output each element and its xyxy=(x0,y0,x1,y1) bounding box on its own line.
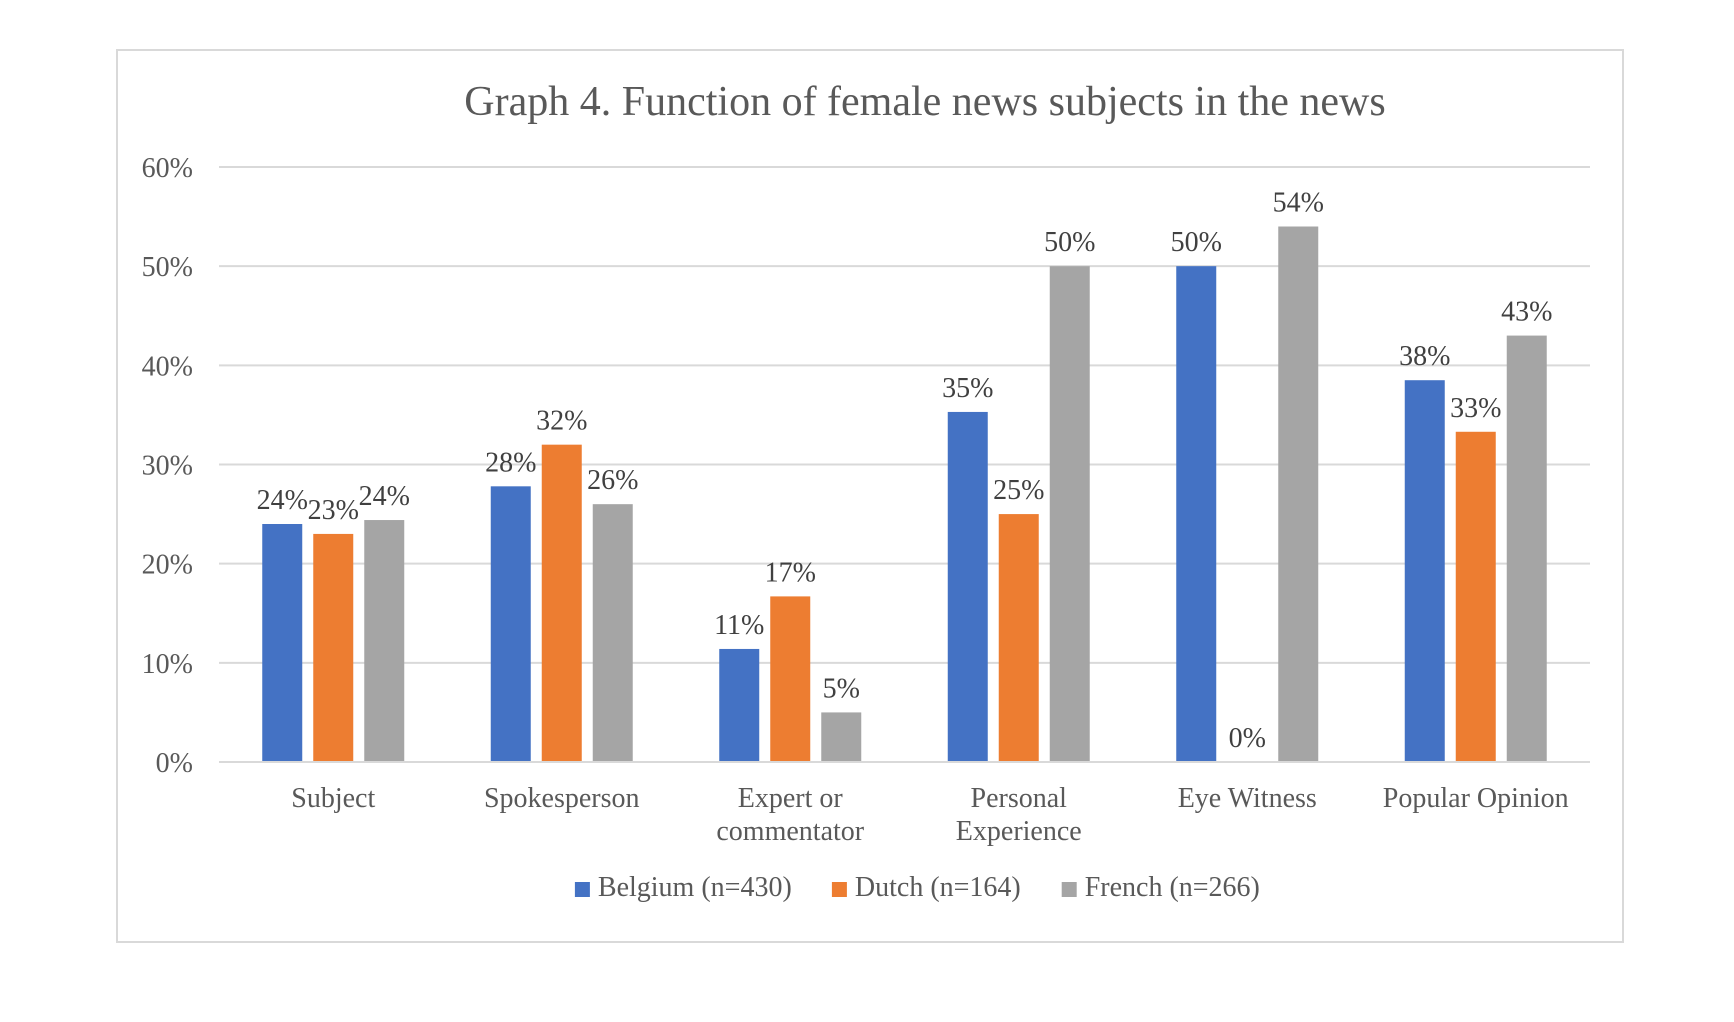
data-label: 23% xyxy=(308,495,359,526)
data-label: 0% xyxy=(1229,723,1266,754)
y-tick-label: 60% xyxy=(142,153,193,184)
data-label: 24% xyxy=(359,481,410,512)
data-label: 43% xyxy=(1501,297,1552,328)
bar xyxy=(364,520,405,762)
legend: Belgium (n=430) Dutch (n=164) French (n=26… xyxy=(574,872,1260,903)
bar xyxy=(1176,266,1217,762)
category-label: Popular Opinion xyxy=(1383,783,1569,814)
category-label: Expert or commentator xyxy=(716,783,864,847)
legend-label: Belgium (n=430) xyxy=(598,872,792,903)
category-label: Subject xyxy=(291,783,375,814)
y-tick-label: 50% xyxy=(142,252,193,283)
bar xyxy=(592,504,633,762)
data-labels: 24% 23% 24% 28%32%26% 11%17% 5% 35% 25% 50% 50% 0%… xyxy=(257,188,1553,755)
legend-item: Dutch (n=164) xyxy=(831,872,1021,903)
legend-item: French (n=266) xyxy=(1061,872,1260,903)
legend-label: French (n=266) xyxy=(1085,872,1260,903)
bar xyxy=(770,596,811,762)
data-label: 50% xyxy=(1171,227,1222,258)
bar xyxy=(821,712,862,762)
y-tick-label: 40% xyxy=(142,351,193,382)
y-tick-label: 10% xyxy=(142,649,193,680)
data-label: 38% xyxy=(1399,341,1450,372)
bar xyxy=(1278,226,1319,762)
bar xyxy=(262,524,303,762)
bar xyxy=(947,411,988,762)
legend-item: Belgium (n=430) xyxy=(574,872,792,903)
data-label: 24% xyxy=(257,485,308,516)
legend-label: Dutch (n=164) xyxy=(855,872,1021,903)
data-label: 5% xyxy=(823,673,860,704)
gridlines xyxy=(219,166,1590,664)
category-label: Spokesperson xyxy=(484,783,640,814)
data-label: 11% xyxy=(714,610,764,641)
x-axis-category-labels: Subject Spokesperson Expert or commentator P… xyxy=(291,783,1568,847)
bar xyxy=(541,444,582,762)
chart-frame xyxy=(116,49,1624,943)
data-label: 25% xyxy=(993,475,1044,506)
bar xyxy=(719,648,760,762)
bars xyxy=(262,226,1547,762)
y-tick-label: 20% xyxy=(142,550,193,581)
legend-swatch xyxy=(1061,882,1077,897)
data-label: 35% xyxy=(942,373,993,404)
legend-swatch xyxy=(574,882,590,897)
data-label: 17% xyxy=(765,557,816,588)
bar xyxy=(1049,266,1090,762)
bar xyxy=(1404,380,1445,762)
bar xyxy=(490,486,531,762)
data-label: 33% xyxy=(1450,393,1501,424)
data-label: 28% xyxy=(485,447,536,478)
legend-swatch xyxy=(831,882,847,897)
bar xyxy=(313,533,354,762)
bar xyxy=(1506,335,1547,762)
chart-title: Graph 4. Function of female news subject… xyxy=(464,79,1385,125)
data-label: 50% xyxy=(1044,227,1095,258)
data-label: 32% xyxy=(536,406,587,437)
bar xyxy=(1455,431,1496,762)
data-label: 54% xyxy=(1273,188,1324,219)
y-tick-label: 0% xyxy=(156,748,193,779)
category-label: Personal Experience xyxy=(956,783,1082,847)
category-label: Eye Witness xyxy=(1178,783,1317,814)
y-axis-tick-labels: 0% 10% 20% 30% 40% 50% 60% xyxy=(142,153,193,779)
data-label: 26% xyxy=(587,465,638,496)
bar xyxy=(998,514,1039,762)
y-tick-label: 30% xyxy=(142,451,193,482)
